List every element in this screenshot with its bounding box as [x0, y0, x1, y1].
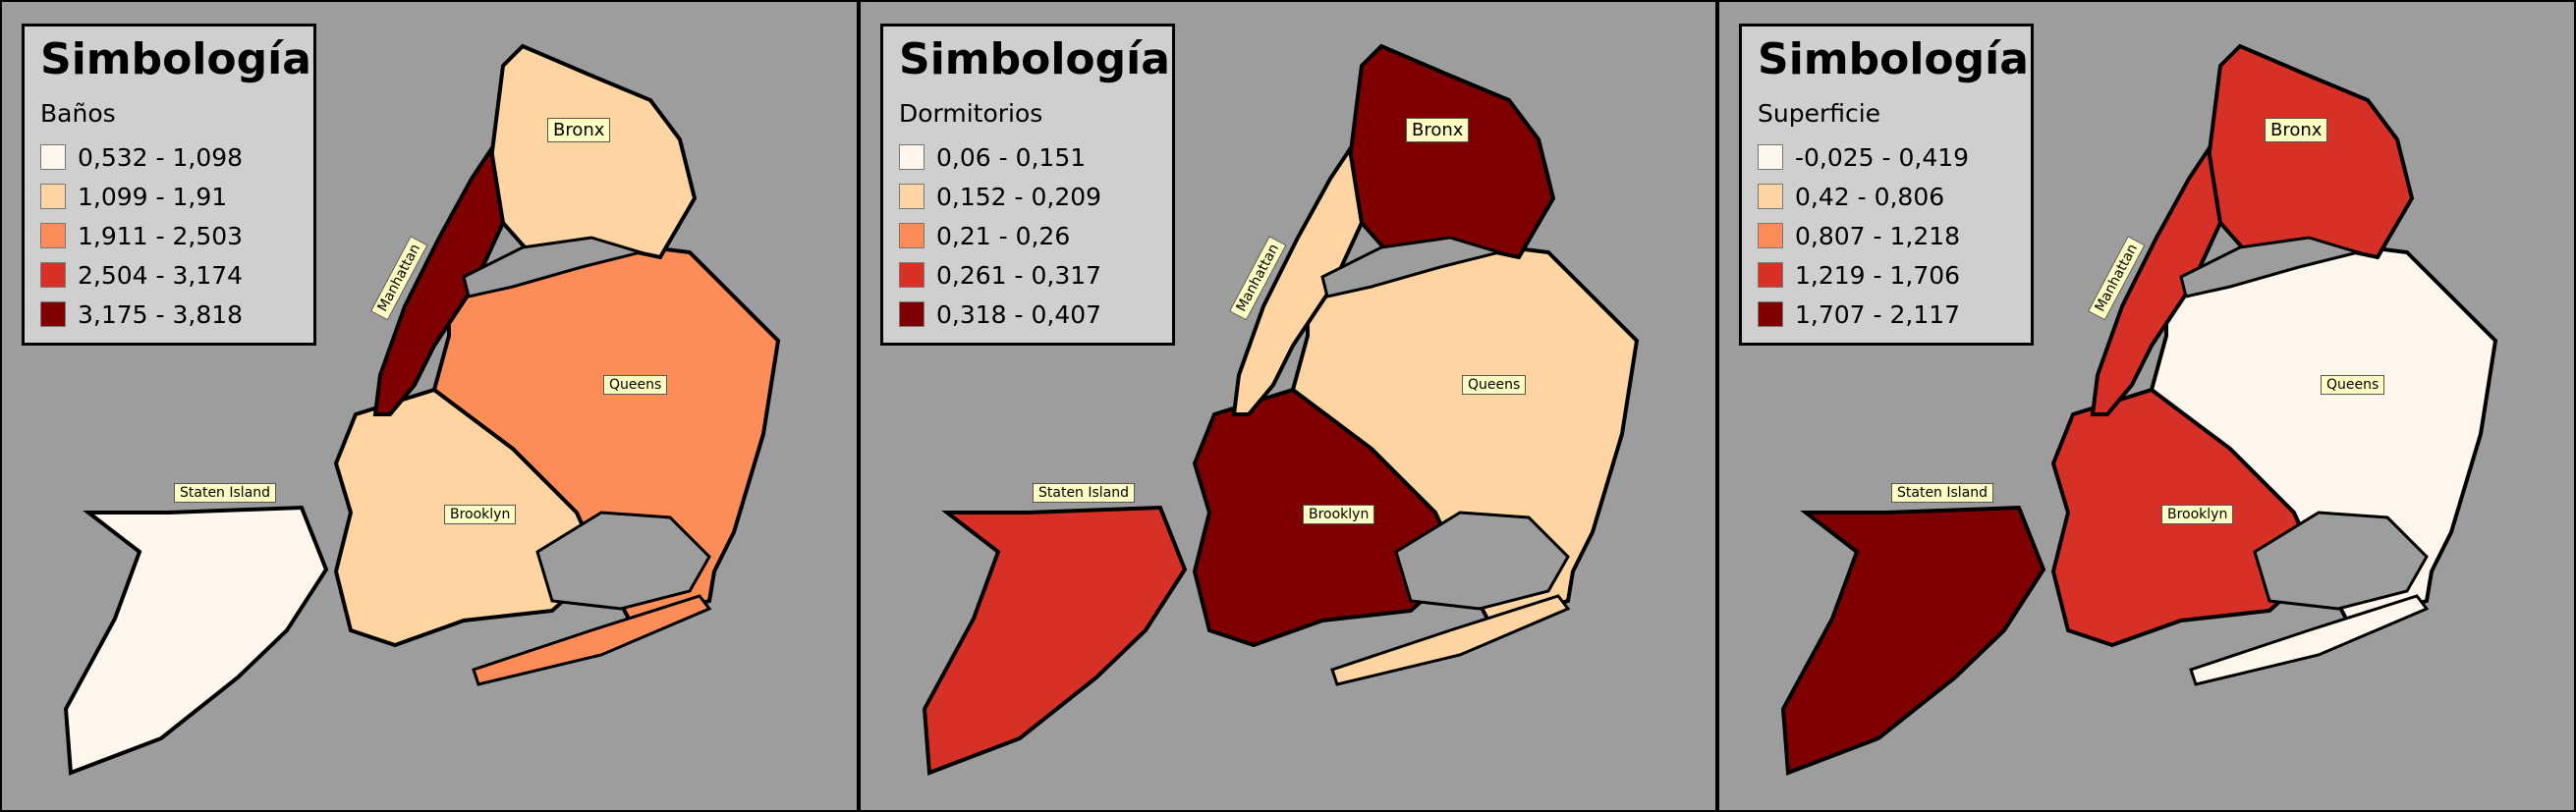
legend-row: 0,152 - 0,209 [899, 177, 1156, 216]
legend-row: 0,261 - 0,317 [899, 255, 1156, 295]
legend: Simbología Dormitorios 0,06 - 0,151 0,15… [880, 24, 1175, 346]
legend-swatch [899, 262, 924, 288]
legend-row: 3,175 - 3,818 [40, 295, 298, 334]
legend-swatch [40, 144, 66, 170]
legend-label: 0,42 - 0,806 [1795, 182, 1945, 211]
label-bronx: Bronx [2265, 118, 2328, 142]
borough-bronx [488, 43, 698, 270]
legend-label: 0,21 - 0,26 [936, 221, 1071, 250]
legend-variable: Dormitorios [899, 99, 1043, 128]
label-bronx: Bronx [547, 118, 611, 142]
legend-row: 1,707 - 2,117 [1758, 295, 2015, 334]
label-queens: Queens [1462, 375, 1527, 395]
borough-bronx [2206, 43, 2415, 270]
map-svg [1780, 43, 2498, 776]
legend-label: 0,06 - 0,151 [936, 142, 1087, 172]
borough-rockaway [2189, 594, 2430, 686]
borough-staten-island [922, 505, 1188, 776]
legend-row: 0,21 - 0,26 [899, 216, 1156, 255]
label-queens: Queens [603, 375, 668, 395]
legend-label: 0,152 - 0,209 [936, 182, 1102, 211]
jamaica-bay [535, 511, 711, 611]
legend-label: 2,504 - 3,174 [78, 260, 244, 290]
legend-label: 1,707 - 2,117 [1795, 299, 1961, 329]
legend-label: 1,219 - 1,706 [1795, 260, 1961, 290]
legend-variable: Baños [40, 99, 116, 128]
legend-variable: Superficie [1758, 99, 1881, 128]
label-staten-island: Staten Island [1033, 483, 1136, 503]
legend-row: 0,42 - 0,806 [1758, 177, 2015, 216]
borough-bronx [1347, 43, 1556, 270]
legend-swatch [1758, 184, 1783, 209]
jamaica-bay [2253, 511, 2429, 611]
legend-label: 0,807 - 1,218 [1795, 221, 1961, 250]
label-staten-island: Staten Island [1891, 483, 1994, 503]
east-river-channel [462, 236, 646, 298]
legend-label: -0,025 - 0,419 [1795, 142, 1970, 172]
legend-row: 0,06 - 0,151 [899, 137, 1156, 177]
legend-label: 1,911 - 2,503 [78, 221, 244, 250]
borough-staten-island [1780, 505, 2046, 776]
map-panel-dormitorios: Simbología Dormitorios 0,06 - 0,151 0,15… [859, 0, 1717, 812]
east-river-channel [2179, 236, 2364, 298]
borough-rockaway [1330, 594, 1571, 686]
legend-label: 0,532 - 1,098 [78, 142, 244, 172]
legend-row: 1,911 - 2,503 [40, 216, 298, 255]
legend-row: 0,318 - 0,407 [899, 295, 1156, 334]
label-brooklyn: Brooklyn [1303, 505, 1375, 524]
legend-title: Simbología [40, 34, 311, 84]
label-brooklyn: Brooklyn [444, 505, 517, 524]
label-staten-island: Staten Island [174, 483, 277, 503]
legend-title: Simbología [899, 34, 1170, 84]
legend-swatch [899, 301, 924, 327]
legend-swatch [1758, 223, 1783, 248]
legend-label: 1,099 - 1,91 [78, 182, 228, 211]
east-river-channel [1320, 236, 1505, 298]
legend-swatch [899, 184, 924, 209]
legend-row: 0,807 - 1,218 [1758, 216, 2015, 255]
legend-swatch [40, 301, 66, 327]
legend: Simbología Superficie -0,025 - 0,419 0,4… [1739, 24, 2034, 346]
map-panel-banos: Simbología Baños 0,532 - 1,098 1,099 - 1… [0, 0, 859, 812]
label-queens: Queens [2321, 375, 2385, 395]
legend-swatch [899, 223, 924, 248]
legend-swatch [1758, 301, 1783, 327]
borough-rockaway [472, 594, 712, 686]
legend-title: Simbología [1758, 34, 2029, 84]
map-panel-superficie: Simbología Superficie -0,025 - 0,419 0,4… [1717, 0, 2576, 812]
legend-swatch [899, 144, 924, 170]
jamaica-bay [1394, 511, 1570, 611]
label-bronx: Bronx [1406, 118, 1470, 142]
legend-row: -0,025 - 0,419 [1758, 137, 2015, 177]
legend-label: 0,318 - 0,407 [936, 299, 1102, 329]
legend: Simbología Baños 0,532 - 1,098 1,099 - 1… [22, 24, 316, 346]
legend-swatch [1758, 262, 1783, 288]
legend-swatch [40, 184, 66, 209]
legend-row: 1,099 - 1,91 [40, 177, 298, 216]
legend-label: 3,175 - 3,818 [78, 299, 244, 329]
borough-staten-island [63, 505, 329, 776]
legend-swatch [40, 223, 66, 248]
legend-row: 0,532 - 1,098 [40, 137, 298, 177]
legend-row: 2,504 - 3,174 [40, 255, 298, 295]
label-brooklyn: Brooklyn [2161, 505, 2234, 524]
legend-label: 0,261 - 0,317 [936, 260, 1102, 290]
legend-row: 1,219 - 1,706 [1758, 255, 2015, 295]
legend-swatch [40, 262, 66, 288]
legend-swatch [1758, 144, 1783, 170]
